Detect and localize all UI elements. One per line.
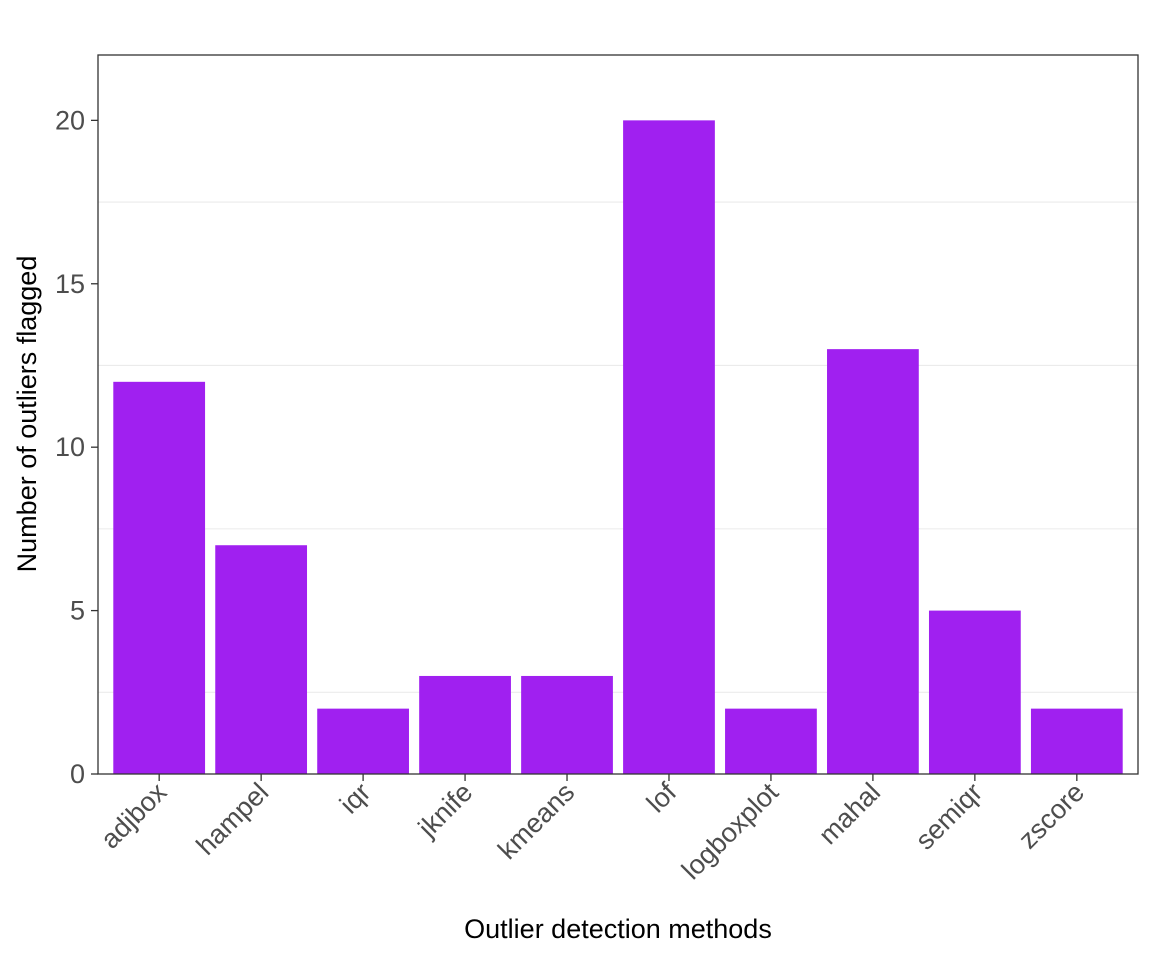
- bar-iqr: [317, 708, 409, 774]
- x-tick-label-iqr: iqr: [334, 777, 376, 819]
- x-axis-title: Outlier detection methods: [464, 914, 772, 944]
- y-tick-label-20: 20: [55, 105, 85, 135]
- y-axis: 0 5 10 15 20: [55, 105, 98, 789]
- plot-panel-border: [97, 54, 1139, 775]
- bars: [113, 120, 1123, 774]
- y-tick-label-0: 0: [70, 759, 85, 789]
- y-tick-label-5: 5: [70, 596, 85, 626]
- bar-jknife: [419, 675, 511, 774]
- bar-adjbox: [113, 381, 206, 774]
- x-tick-label-logboxplot: logboxplot: [676, 777, 785, 886]
- x-tick-label-kmeans: kmeans: [492, 777, 580, 865]
- x-tick-label-jknife: jknife: [412, 777, 478, 843]
- bar-mahal: [827, 349, 919, 774]
- bar-logboxplot: [725, 708, 817, 774]
- bar-hampel: [215, 545, 308, 774]
- x-tick-label-hampel: hampel: [191, 777, 275, 861]
- bar-kmeans: [521, 675, 613, 774]
- y-tick-label-15: 15: [55, 269, 85, 299]
- x-tick-label-semiqr: semiqr: [910, 777, 989, 856]
- bar-zscore: [1030, 708, 1123, 774]
- x-axis: adjbox hampel iqr jknife kmeans loflogboxplot…: [95, 774, 1090, 885]
- x-tick-label-zscore: zscore: [1013, 777, 1090, 854]
- y-axis-title: Number of outliers flagged: [12, 256, 42, 573]
- bar-lof: [623, 120, 715, 774]
- x-tick-label-lof: lof: [641, 777, 683, 819]
- x-tick-label-mahal: mahal: [813, 777, 886, 850]
- bar-semiqr: [928, 610, 1021, 774]
- x-tick-label-adjbox: adjbox: [95, 777, 173, 855]
- y-tick-label-10: 10: [55, 432, 85, 462]
